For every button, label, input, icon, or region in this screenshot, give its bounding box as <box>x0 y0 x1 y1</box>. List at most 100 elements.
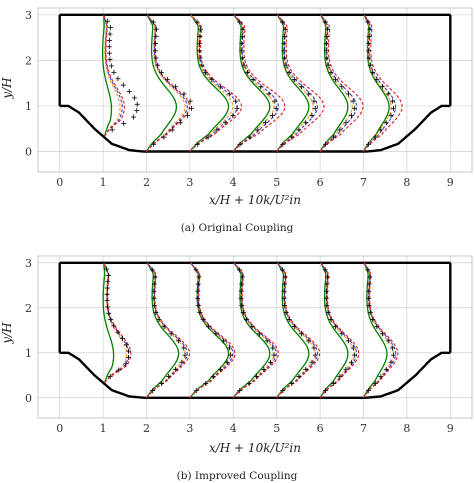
reference-marker <box>366 281 372 287</box>
reference-marker <box>256 331 262 337</box>
reference-marker <box>303 366 309 372</box>
reference-marker <box>383 366 389 372</box>
profile-green-station-1 <box>102 262 115 383</box>
reference-marker <box>123 361 129 367</box>
reference-marker <box>236 267 242 273</box>
y-tick-label: 3 <box>25 257 32 270</box>
reference-marker <box>333 77 339 83</box>
reference-marker <box>333 324 339 330</box>
reference-marker <box>107 37 113 43</box>
reference-marker <box>249 324 255 330</box>
reference-marker <box>254 373 260 379</box>
profile-green-station-7 <box>362 262 388 399</box>
reference-marker <box>187 98 193 104</box>
profile-green-station-4 <box>232 262 271 399</box>
reference-marker <box>181 91 187 97</box>
reference-marker <box>328 69 334 75</box>
reference-marker <box>279 267 285 273</box>
reference-marker <box>306 91 312 97</box>
profile-green-station-6 <box>319 262 349 399</box>
reference-marker <box>196 274 202 280</box>
reference-marker <box>298 331 304 337</box>
reference-marker <box>367 26 373 32</box>
reference-marker <box>115 329 121 335</box>
reference-marker <box>111 323 117 329</box>
x-tick-label: 9 <box>447 422 454 435</box>
reference-marker <box>158 69 164 75</box>
reference-marker <box>279 19 285 25</box>
reference-marker <box>153 309 159 315</box>
reference-marker <box>151 141 157 147</box>
reference-marker <box>109 127 115 133</box>
reference-marker <box>120 82 126 88</box>
reference-marker <box>153 41 159 47</box>
reference-marker <box>210 373 216 379</box>
caption-b: (b) Improved Coupling <box>177 470 298 482</box>
profile-red-station-3 <box>189 262 236 399</box>
grid-b <box>38 256 472 418</box>
x-tick-label: 3 <box>186 176 193 189</box>
reference-marker <box>281 281 287 287</box>
reference-marker <box>282 26 288 32</box>
profile-orange-station-7 <box>363 262 395 399</box>
reference-marker <box>325 309 331 315</box>
reference-marker <box>370 317 376 323</box>
reference-marker <box>385 91 391 97</box>
reference-marker <box>280 141 286 147</box>
profiles-a <box>101 14 403 152</box>
reference-marker <box>213 331 219 337</box>
reference-marker <box>286 69 292 75</box>
reference-marker <box>296 373 302 379</box>
reference-marker <box>280 388 286 394</box>
reference-marker <box>194 141 200 147</box>
reference-marker <box>289 381 295 387</box>
reference-marker <box>246 381 252 387</box>
reference-marker <box>366 41 372 47</box>
caption-a: (a) Original Coupling <box>181 222 294 234</box>
reference-marker <box>161 134 167 140</box>
reference-marker <box>111 69 117 75</box>
reference-marker <box>367 309 373 315</box>
reference-marker <box>331 134 337 140</box>
profile-red-station-1 <box>103 14 125 137</box>
reference-marker <box>366 288 372 294</box>
reference-marker <box>323 295 329 301</box>
reference-marker <box>107 31 113 37</box>
reference-marker <box>134 101 140 107</box>
reference-marker <box>108 317 114 323</box>
reference-marker <box>390 105 396 111</box>
profile-green-station-6 <box>319 14 349 152</box>
reference-marker <box>331 381 337 387</box>
reference-marker <box>164 77 170 83</box>
x-tick-label: 2 <box>143 422 150 435</box>
reference-marker <box>172 84 178 90</box>
profile-red-station-7 <box>363 262 399 399</box>
x-tick-label: 5 <box>273 176 280 189</box>
reference-marker <box>240 309 246 315</box>
reference-marker <box>240 26 246 32</box>
reference-marker <box>281 48 287 54</box>
reference-marker <box>106 50 112 56</box>
reference-marker <box>255 127 261 133</box>
reference-marker <box>226 91 232 97</box>
profile-blue-station-5 <box>276 262 319 399</box>
reference-marker <box>150 19 156 25</box>
reference-marker <box>366 55 372 61</box>
y-axis-label-a: y/H <box>0 77 14 100</box>
reference-marker <box>155 62 161 68</box>
reference-marker <box>389 98 395 104</box>
reference-marker <box>104 285 110 291</box>
reference-marker <box>214 127 220 133</box>
reference-marker <box>103 266 109 272</box>
reference-marker <box>195 288 201 294</box>
reference-marker <box>323 288 329 294</box>
reference-marker <box>323 41 329 47</box>
reference-marker <box>233 98 239 104</box>
reference-marker <box>151 295 157 301</box>
panel-improved-coupling: 0 1 2 3 4 5 6 7 8 9 0 1 2 3 x/H + 10k/U²in y/H (b) I… <box>0 255 473 482</box>
profile-red-station-4 <box>232 262 280 399</box>
reference-marker <box>221 338 227 344</box>
reference-marker <box>383 120 389 126</box>
reference-marker <box>250 77 256 83</box>
reference-marker <box>322 267 328 273</box>
